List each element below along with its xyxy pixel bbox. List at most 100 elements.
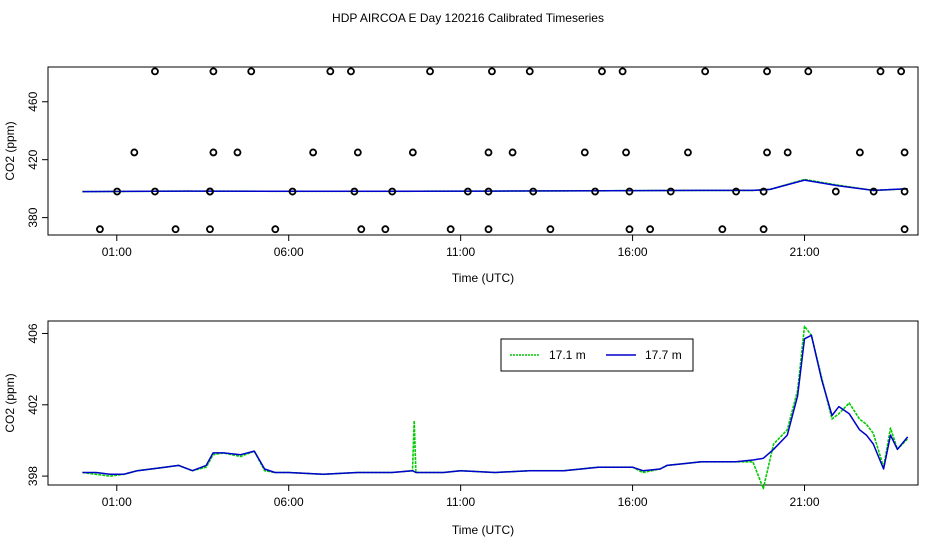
calibration-point <box>759 187 768 196</box>
calibration-point <box>209 67 218 76</box>
y-tick-label: 420 <box>26 149 40 169</box>
calibration-point <box>326 67 335 76</box>
calibration-point <box>151 67 159 76</box>
x-ticks-top: 01:00 06:00 11:00 16:00 21:00 <box>102 235 820 259</box>
y-axis-label-bottom: CO2 (ppm) <box>3 373 17 432</box>
calibration-point <box>869 187 878 196</box>
calibration-points <box>96 67 909 234</box>
calibration-point <box>484 225 493 234</box>
x-ticks-bottom: 01:00 06:00 11:00 16:00 21:00 <box>102 485 820 509</box>
legend: 17.1 m 17.7 m <box>500 338 694 372</box>
y-tick-label: 460 <box>26 91 40 111</box>
calibration-point <box>463 187 472 196</box>
series-lines-bottom <box>82 325 909 490</box>
calibration-point <box>804 67 813 76</box>
calibration-point <box>388 187 397 196</box>
x-axis-label-bottom: Time (UTC) <box>452 523 514 537</box>
panel-bottom: Time (UTC) CO2 (ppm) 01:00 06:00 11:00 16:0… <box>3 320 919 537</box>
calibration-point <box>900 148 909 157</box>
calibration-point <box>580 148 589 157</box>
calibration-point <box>855 148 864 157</box>
plot-frame-bottom <box>47 320 919 486</box>
series-line-17-7-m <box>82 334 909 476</box>
x-tick-label: 21:00 <box>790 245 820 259</box>
calibration-point <box>347 67 355 76</box>
calibration-point <box>625 225 634 234</box>
calibration-point <box>598 67 606 76</box>
calibration-point <box>618 67 627 76</box>
calibration-point <box>408 148 417 157</box>
legend-label-17-1m: 17.1 m <box>549 348 586 362</box>
calibration-point <box>151 187 159 196</box>
calibration-point <box>831 187 840 196</box>
calibration-point <box>381 225 390 234</box>
calibration-point <box>288 187 297 196</box>
y-tick-label: 398 <box>26 466 40 486</box>
series-line-17-7-m <box>82 179 908 193</box>
calibration-point <box>625 187 634 196</box>
calibration-point <box>508 148 517 157</box>
x-tick-label: 01:00 <box>102 495 132 509</box>
x-tick-label: 11:00 <box>446 495 475 509</box>
calibration-point <box>206 187 214 196</box>
calibration-point <box>591 187 600 196</box>
calibration-point <box>763 148 771 157</box>
x-tick-label: 16:00 <box>618 245 648 259</box>
calibration-point <box>130 148 139 157</box>
calibration-point <box>171 225 180 234</box>
y-tick-label: 406 <box>26 323 40 343</box>
calibration-point <box>353 148 362 157</box>
plot-frame-top <box>47 66 919 236</box>
calibration-point <box>309 148 318 157</box>
calibration-point <box>206 225 214 234</box>
calibration-point <box>622 148 630 157</box>
calibration-point <box>732 187 740 196</box>
x-tick-label: 11:00 <box>446 245 475 259</box>
calibration-point <box>350 187 359 196</box>
calibration-point <box>546 225 555 234</box>
calibration-point <box>666 187 675 196</box>
calibration-point <box>488 67 496 76</box>
calibration-point <box>718 225 727 234</box>
calibration-point <box>646 225 655 234</box>
calibration-point <box>446 225 455 234</box>
calibration-point <box>876 67 885 76</box>
y-axis-label-top: CO2 (ppm) <box>3 121 17 180</box>
y-ticks-top: 380 420 460 <box>26 91 48 228</box>
x-tick-label: 16:00 <box>618 495 648 509</box>
calibration-point <box>763 67 771 76</box>
x-tick-label: 06:00 <box>274 245 304 259</box>
series-lines-top <box>82 178 908 193</box>
calibration-point <box>900 225 909 234</box>
calibration-point <box>701 67 710 76</box>
chart-title: HDP AIRCOA E Day 120216 Calibrated Times… <box>332 11 604 25</box>
calibration-point <box>247 67 256 76</box>
calibration-point <box>525 67 534 76</box>
calibration-point <box>484 187 493 196</box>
x-tick-label: 06:00 <box>274 495 304 509</box>
calibration-point <box>897 67 906 76</box>
calibration-point <box>233 148 242 157</box>
legend-label-17-7m: 17.7 m <box>645 348 682 362</box>
calibration-point <box>209 148 218 157</box>
x-axis-label-top: Time (UTC) <box>452 271 514 285</box>
y-ticks-bottom: 398 402 406 <box>26 323 48 486</box>
calibration-point <box>96 225 104 234</box>
calibration-point <box>271 225 280 234</box>
calibration-point <box>529 187 538 196</box>
calibration-point <box>113 187 122 196</box>
calibration-point <box>783 148 792 157</box>
calibration-point <box>759 225 768 234</box>
x-tick-label: 21:00 <box>790 495 820 509</box>
calibration-point <box>684 148 692 157</box>
y-tick-label: 380 <box>26 207 40 227</box>
panel-top: Time (UTC) CO2 (ppm) 01:00 06:00 11:00 16:0… <box>3 66 919 285</box>
calibration-point <box>357 225 366 234</box>
x-tick-label: 01:00 <box>102 245 132 259</box>
calibration-point <box>900 187 909 196</box>
calibration-point <box>484 148 493 157</box>
y-tick-label: 402 <box>26 394 40 414</box>
calibration-point <box>426 67 434 76</box>
